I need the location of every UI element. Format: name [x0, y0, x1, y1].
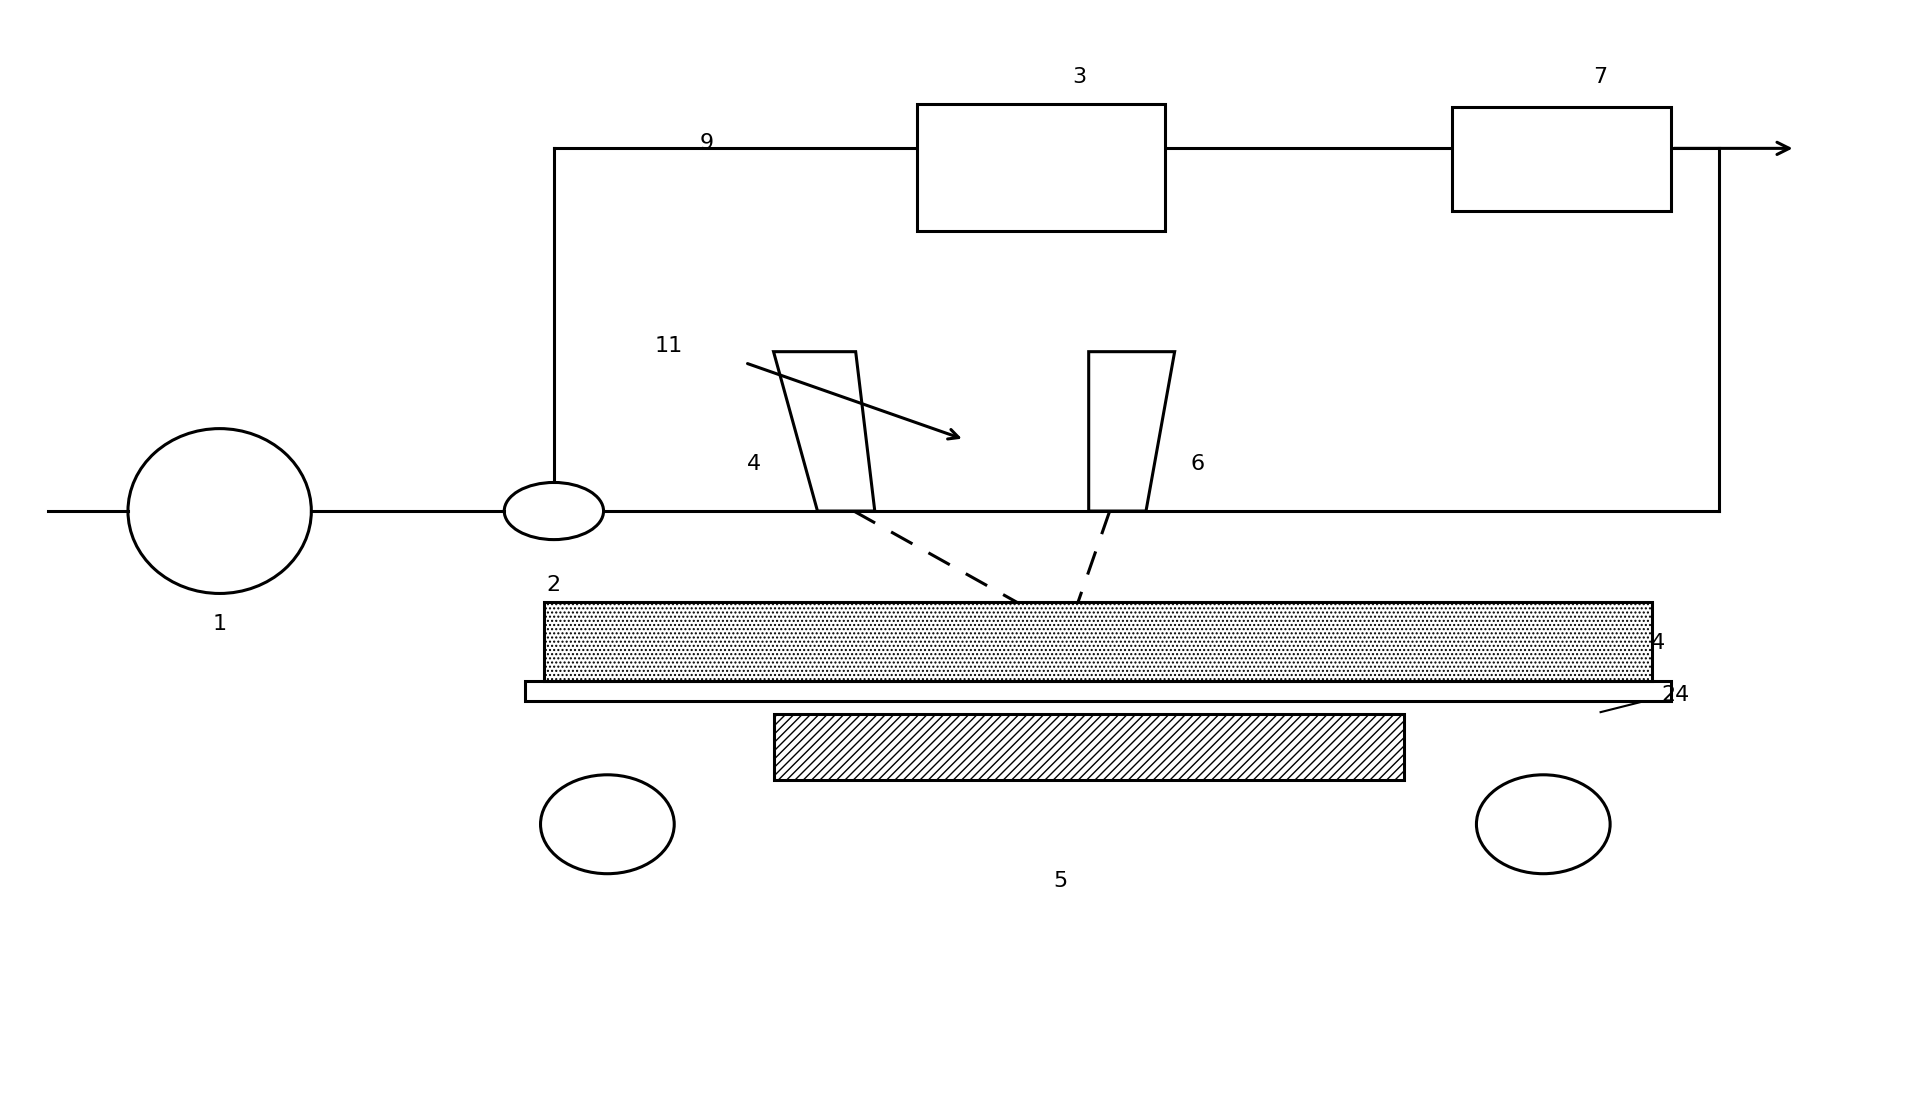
Text: 11: 11 — [655, 336, 682, 356]
Bar — [774, 714, 1404, 780]
Bar — [544, 602, 1652, 681]
Ellipse shape — [1476, 775, 1610, 874]
Text: 1: 1 — [212, 614, 227, 634]
Text: 14: 14 — [1639, 633, 1666, 653]
Text: 24: 24 — [1662, 685, 1688, 704]
Text: 9: 9 — [699, 133, 714, 153]
Bar — [917, 104, 1165, 231]
Bar — [525, 681, 1671, 701]
Text: 4: 4 — [747, 454, 762, 474]
Ellipse shape — [541, 775, 674, 874]
Text: 2: 2 — [546, 575, 562, 595]
Text: 7: 7 — [1593, 67, 1608, 87]
Bar — [1452, 107, 1671, 211]
Text: 3: 3 — [1072, 67, 1087, 87]
Polygon shape — [1089, 352, 1175, 511]
Text: 5: 5 — [1052, 872, 1068, 891]
Polygon shape — [774, 352, 875, 511]
Text: 6: 6 — [1190, 454, 1205, 474]
